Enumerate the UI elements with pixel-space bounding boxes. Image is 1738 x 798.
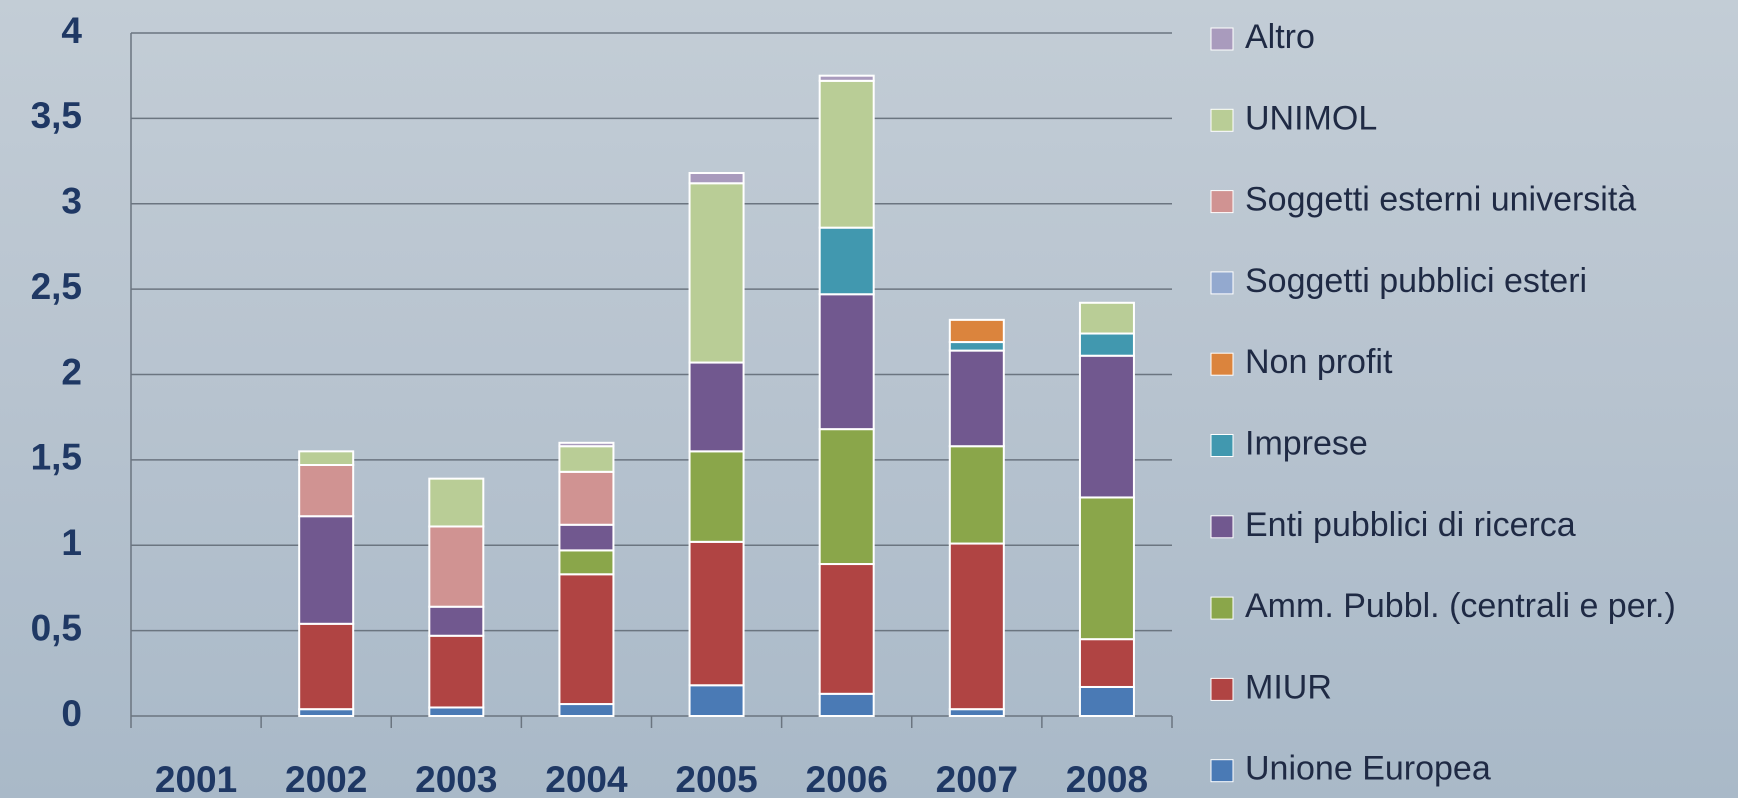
bar-segment [688, 540, 745, 687]
legend-swatch [1210, 596, 1234, 620]
bar-segment [298, 708, 355, 717]
y-tick-label: 4 [61, 10, 82, 51]
bar-segment [818, 226, 875, 296]
legend-swatch [1210, 271, 1234, 295]
bar-segment [948, 349, 1005, 448]
bar-segment [558, 441, 615, 448]
bar-segment [948, 708, 1005, 717]
legend-swatch [1210, 434, 1234, 457]
bar-segment [558, 470, 615, 526]
bar-segment [688, 361, 745, 453]
y-tick-label: 3 [61, 181, 82, 222]
y-tick-label: 0,5 [31, 607, 82, 648]
x-tick-label: 2001 [155, 759, 237, 798]
legend-label: UNIMOL [1245, 99, 1377, 137]
y-tick-label: 1,5 [31, 437, 82, 478]
bar-segment [558, 703, 615, 717]
legend-label: Enti pubblici di ricerca [1245, 506, 1576, 544]
bar-segment [428, 634, 485, 709]
bar-segment [298, 622, 355, 711]
bar-segment [948, 318, 1005, 344]
bar-segment [1078, 685, 1135, 717]
bar-segment [818, 79, 875, 229]
bar-segment [688, 450, 745, 543]
y-tick-label: 2,5 [31, 266, 82, 307]
bar-segment [948, 445, 1005, 545]
x-tick-label: 2004 [545, 759, 628, 798]
bar-segment [688, 182, 745, 364]
legend-swatch [1210, 515, 1234, 539]
bar-segment [428, 525, 485, 608]
bar-segment [818, 74, 875, 82]
bar-segment [818, 293, 875, 431]
bar-segment [1078, 496, 1135, 641]
legend-label: Soggetti esterni università [1245, 181, 1636, 219]
bar-segment [818, 692, 875, 717]
x-tick-label: 2005 [675, 759, 757, 798]
bar-segment [948, 542, 1005, 711]
bar-segment [688, 172, 745, 185]
x-tick-label: 2002 [285, 759, 367, 798]
legend-swatch [1210, 759, 1234, 783]
legend-swatch [1210, 677, 1234, 701]
legend-swatch [1210, 352, 1234, 376]
legend-label: Soggetti pubblici esteri [1245, 262, 1587, 300]
x-tick-label: 2007 [936, 759, 1018, 798]
bar-segment [558, 445, 615, 473]
bar-segment [558, 549, 615, 576]
bar-segment [298, 463, 355, 518]
bar-segment [558, 573, 615, 706]
bar-segment [1078, 301, 1135, 335]
legend-swatch [1210, 108, 1234, 132]
legend-label: Imprese [1245, 424, 1368, 462]
legend-label: Altro [1245, 18, 1315, 56]
x-tick-label: 2008 [1066, 759, 1148, 798]
y-tick-label: 3,5 [31, 95, 82, 136]
bar-segment [1078, 332, 1135, 357]
y-tick-label: 1 [61, 522, 82, 563]
bar-segment [1078, 638, 1135, 688]
bar-segment [688, 684, 745, 718]
legend-swatch [1210, 190, 1234, 214]
legend-label: Non profit [1245, 343, 1393, 381]
bar-segment [428, 605, 485, 637]
bar-segment [818, 428, 875, 566]
legend-label: Amm. Pubbl. (centrali e per.) [1245, 587, 1676, 625]
y-tick-label: 2 [61, 351, 82, 392]
bar-segment [428, 477, 485, 528]
legend-label: Unione Europea [1245, 750, 1491, 788]
bar-segment [948, 341, 1005, 352]
bar-segment [428, 706, 485, 718]
bar-segment [818, 563, 875, 695]
bar-segment [1078, 354, 1135, 499]
bar-segment [558, 523, 615, 552]
bar-segment [298, 515, 355, 625]
legend-swatch [1210, 27, 1234, 51]
x-tick-label: 2003 [415, 759, 497, 798]
y-tick-label: 0 [61, 693, 82, 734]
legend-label: MIUR [1245, 668, 1332, 706]
x-tick-label: 2006 [806, 759, 888, 798]
bar-segment [298, 450, 355, 466]
